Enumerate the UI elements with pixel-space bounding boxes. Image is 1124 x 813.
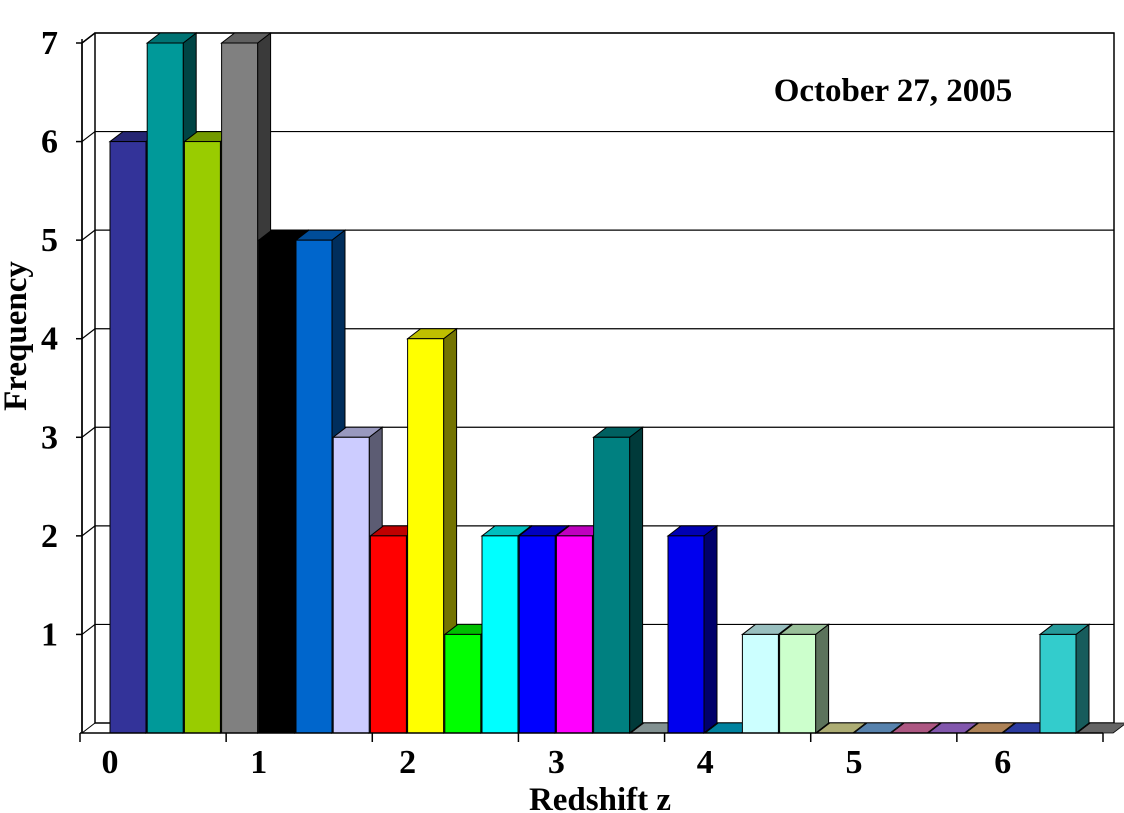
- y-tick-label: 1: [41, 616, 58, 653]
- gridline-side: [81, 328, 96, 340]
- gridline-side: [81, 229, 96, 241]
- axes-layer: [76, 39, 1104, 742]
- x-tick-label: 5: [846, 744, 863, 781]
- y-tick-label: 7: [41, 25, 58, 62]
- bar-6.25: [1038, 623, 1091, 735]
- bar-front: [258, 239, 296, 734]
- bar-front: [481, 535, 519, 734]
- gridline-side: [81, 426, 96, 438]
- gridline-side: [81, 131, 96, 143]
- bar-front: [221, 42, 259, 734]
- bar-front: [332, 436, 370, 734]
- bar-3.25: [592, 426, 645, 735]
- y-axis-title: Frequency: [0, 261, 34, 411]
- x-tick-label: 6: [994, 744, 1011, 781]
- bar-side: [815, 623, 830, 735]
- bar-front: [295, 239, 333, 734]
- x-tick-label: 2: [399, 744, 416, 781]
- bar-3.75: [666, 524, 719, 735]
- bar-4.5: [778, 623, 831, 735]
- bar-front: [407, 338, 445, 734]
- bar-front: [779, 633, 817, 734]
- bar-front: [667, 535, 705, 734]
- bar-front: [1039, 633, 1077, 734]
- labels-layer: 1 2 3 4 5 6 7 0 1 2 3 4 5 6: [41, 25, 1011, 781]
- x-tick-label: 0: [102, 744, 119, 781]
- bars-layer: [108, 31, 1124, 735]
- gridline-side: [81, 32, 96, 44]
- y-tick-label: 4: [41, 321, 58, 358]
- y-tick-label: 6: [41, 124, 58, 161]
- bar-side: [703, 524, 718, 735]
- bar-front: [518, 535, 556, 734]
- y-tick-label: 5: [41, 222, 58, 259]
- bar-front: [146, 42, 184, 734]
- bar-front: [183, 141, 221, 734]
- gridline-side: [81, 623, 96, 635]
- gridline-side: [81, 525, 96, 537]
- chart-annotation: October 27, 2005: [774, 73, 1013, 109]
- x-axis-title: Redshift z: [529, 782, 671, 813]
- bar-front: [369, 535, 407, 734]
- x-tick-label: 1: [250, 744, 267, 781]
- y-tick-label: 2: [41, 518, 58, 555]
- x-tick-label: 4: [697, 744, 714, 781]
- bar-side: [629, 426, 644, 735]
- bar-front: [593, 436, 631, 734]
- bar-side: [1075, 623, 1090, 735]
- x-tick-label: 3: [548, 744, 565, 781]
- bar-front: [741, 633, 779, 734]
- floor-edge: [81, 722, 96, 734]
- y-tick-label: 3: [41, 419, 58, 456]
- side-wall-edge: [81, 32, 96, 733]
- bar-front: [555, 535, 593, 734]
- bar-front: [109, 141, 147, 734]
- bar-front: [444, 633, 482, 734]
